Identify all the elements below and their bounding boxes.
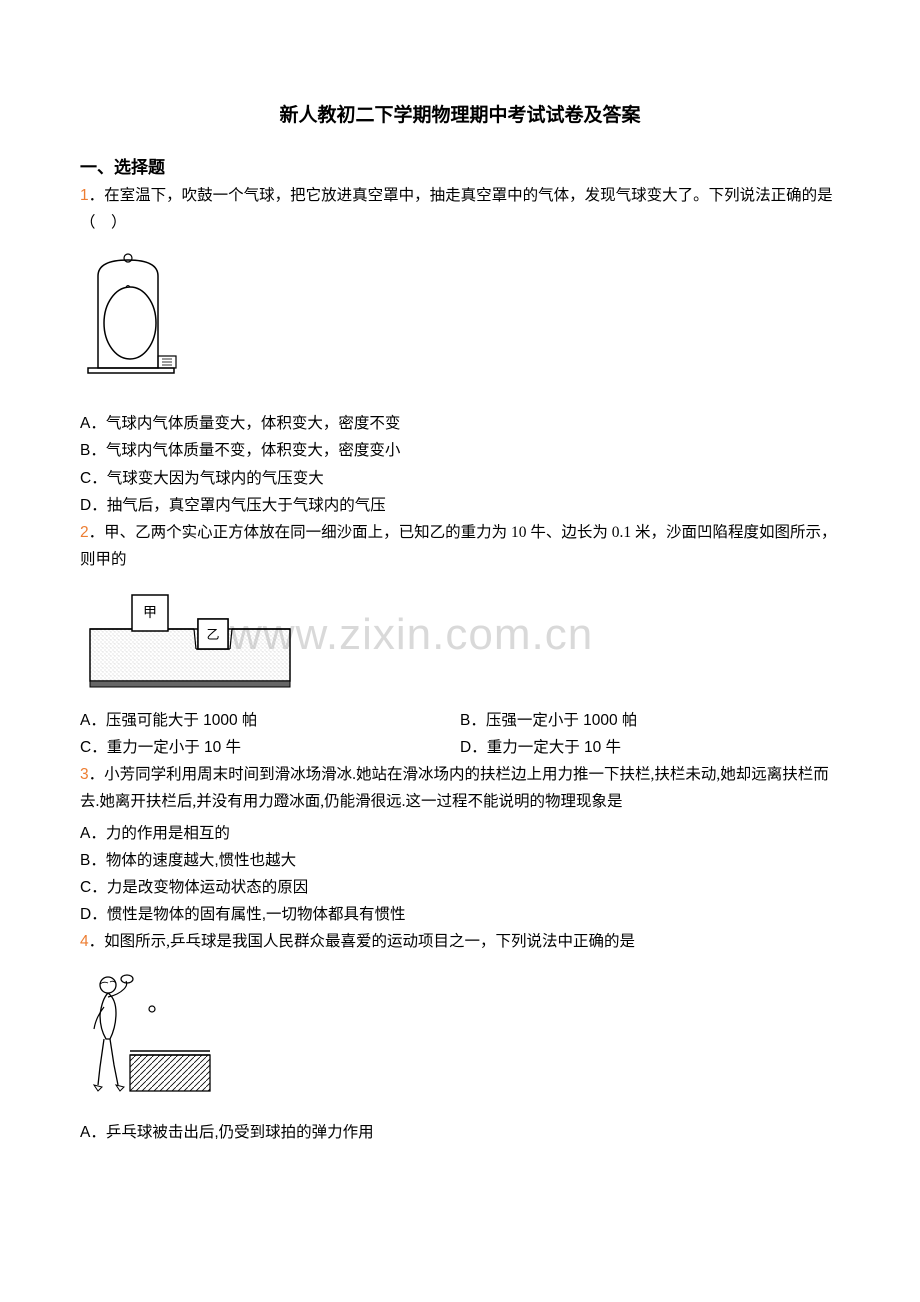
figure-sand-blocks: 甲 乙 乙 bbox=[80, 585, 840, 695]
q1-option-a: A．气球内气体质量变大，体积变大，密度不变 bbox=[80, 410, 840, 437]
q2-option-b: B．压强一定小于 1000 帕 bbox=[460, 707, 840, 734]
question-sep: ． bbox=[89, 187, 105, 204]
question-text: 如图所示,乒乓球是我国人民群众最喜爱的运动项目之一，下列说法中正确的是 bbox=[104, 933, 635, 950]
q4-option-a: A．乒乓球被击出后,仍受到球拍的弹力作用 bbox=[80, 1119, 840, 1146]
q1-option-d: D．抽气后，真空罩内气压大于气球内的气压 bbox=[80, 492, 840, 519]
question-1: 1．在室温下，吹鼓一个气球，把它放进真空罩中，抽走真空罩中的气体，发现气球变大了… bbox=[80, 182, 840, 236]
q2-option-a: A．压强可能大于 1000 帕 bbox=[80, 707, 460, 734]
question-text: 小芳同学利用周末时间到滑冰场滑冰.她站在滑冰场内的扶栏边上用力推一下扶栏,扶栏未… bbox=[80, 766, 829, 810]
page-content: 新人教初二下学期物理期中考试试卷及答案 一、选择题 1．在室温下，吹鼓一个气球，… bbox=[80, 100, 840, 1146]
q2-option-c: C．重力一定小于 10 牛 bbox=[80, 734, 460, 761]
question-3: 3．小芳同学利用周末时间到滑冰场滑冰.她站在滑冰场内的扶栏边上用力推一下扶栏,扶… bbox=[80, 761, 840, 815]
question-number: 3 bbox=[80, 766, 89, 783]
figure-bell-jar bbox=[80, 248, 840, 398]
question-number: 4 bbox=[80, 933, 89, 950]
q3-option-a: A．力的作用是相互的 bbox=[80, 820, 840, 847]
q1-option-b: B．气球内气体质量不变，体积变大，密度变小 bbox=[80, 437, 840, 464]
question-sep: ． bbox=[89, 524, 105, 541]
q3-option-b: B．物体的速度越大,惯性也越大 bbox=[80, 847, 840, 874]
q1-option-c: C．气球变大因为气球内的气压变大 bbox=[80, 465, 840, 492]
block-label-a: 甲 bbox=[143, 606, 157, 621]
question-sep: ． bbox=[89, 766, 105, 783]
question-2: 2．甲、乙两个实心正方体放在同一细沙面上，已知乙的重力为 10 牛、边长为 0.… bbox=[80, 519, 840, 573]
question-text: 在室温下，吹鼓一个气球，把它放进真空罩中，抽走真空罩中的气体，发现气球变大了。下… bbox=[80, 187, 833, 231]
q2-options-row1: A．压强可能大于 1000 帕 B．压强一定小于 1000 帕 bbox=[80, 707, 840, 734]
q2-option-d: D．重力一定大于 10 牛 bbox=[460, 734, 840, 761]
question-number: 2 bbox=[80, 524, 89, 541]
svg-text:乙: 乙 bbox=[206, 627, 219, 642]
figure-pingpong bbox=[80, 967, 840, 1107]
question-text: 甲、乙两个实心正方体放在同一细沙面上，已知乙的重力为 10 牛、边长为 0.1 … bbox=[80, 524, 837, 568]
question-number: 1 bbox=[80, 187, 89, 204]
q3-option-d: D．惯性是物体的固有属性,一切物体都具有惯性 bbox=[80, 901, 840, 928]
question-sep: ． bbox=[89, 933, 105, 950]
q3-option-c: C．力是改变物体运动状态的原因 bbox=[80, 874, 840, 901]
question-4: 4．如图所示,乒乓球是我国人民群众最喜爱的运动项目之一，下列说法中正确的是 bbox=[80, 928, 840, 955]
q2-options-row2: C．重力一定小于 10 牛 D．重力一定大于 10 牛 bbox=[80, 734, 840, 761]
page-title: 新人教初二下学期物理期中考试试卷及答案 bbox=[80, 100, 840, 127]
section-heading: 一、选择题 bbox=[80, 153, 840, 178]
